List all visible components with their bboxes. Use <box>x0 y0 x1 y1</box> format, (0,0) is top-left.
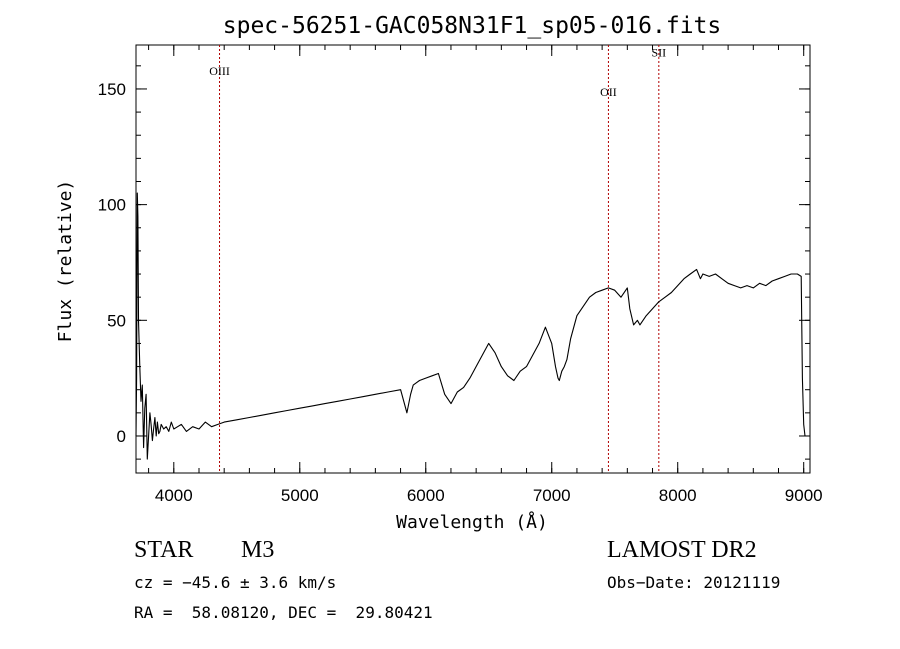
x-tick-label: 8000 <box>659 486 697 505</box>
plot-area: 4000 5000 6000 7000 8000 9000 0 50 100 150 OIII OII… <box>98 44 823 505</box>
x-tick-label: 6000 <box>407 486 445 505</box>
velocity-text: cz = −45.6 ± 3.6 km/s <box>134 573 337 592</box>
obs-date-text: Obs−Date: 20121119 <box>607 573 781 592</box>
line-marker-label: SII <box>651 46 666 60</box>
object-subclass: M3 <box>241 537 275 563</box>
chart-title: spec-56251-GAC058N31F1_sp05-016.fits <box>223 13 722 39</box>
spectrum-line <box>135 192 806 460</box>
line-marker-label: OII <box>600 85 617 99</box>
coordinates-text: RA = 58.08120, DEC = 29.80421 <box>134 603 433 622</box>
x-tick-label: 4000 <box>155 486 193 505</box>
y-tick-label: 100 <box>98 196 126 215</box>
y-tick-label: 150 <box>98 80 126 99</box>
x-tick-label: 9000 <box>785 486 823 505</box>
y-tick-label: 50 <box>107 311 126 330</box>
line-marker-label: OIII <box>209 64 230 78</box>
y-axis-label: Flux (relative) <box>55 180 76 343</box>
x-tick-label: 7000 <box>533 486 571 505</box>
y-tick-label: 0 <box>117 427 126 446</box>
object-class: STAR <box>134 537 194 563</box>
x-axis-label: Wavelength (Å) <box>396 511 548 533</box>
x-tick-label: 5000 <box>281 486 319 505</box>
survey-label: LAMOST DR2 <box>607 537 757 563</box>
plot-frame <box>135 44 811 474</box>
